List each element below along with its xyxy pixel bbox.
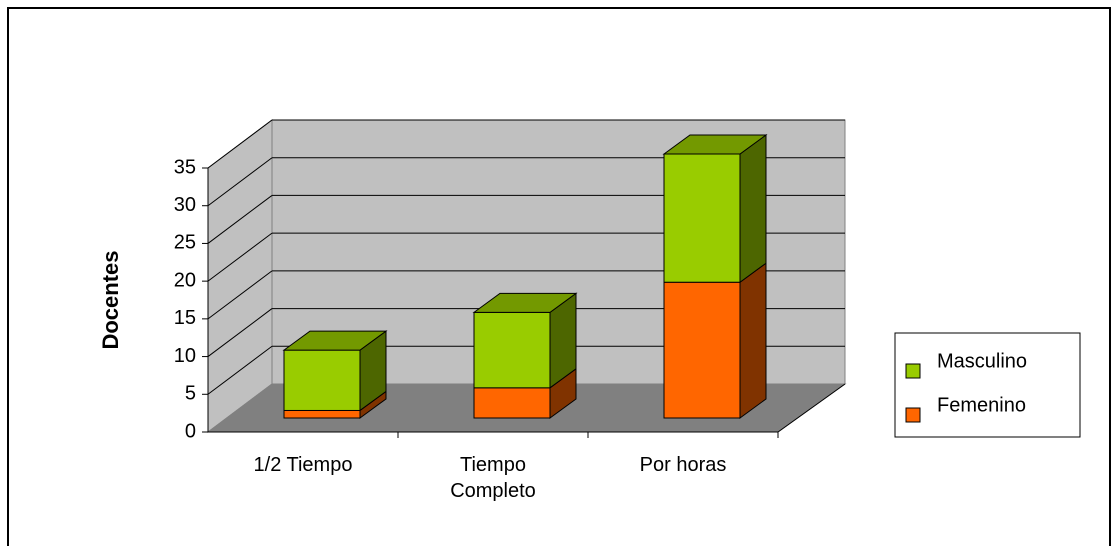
y-tick-label: 5 [185, 383, 196, 405]
bar-side [739, 262, 767, 419]
y-tick-label: 10 [174, 345, 196, 367]
y-tick-label: 20 [174, 269, 196, 291]
floor-edge [777, 383, 846, 433]
x-tick-label: Tiempo Completo [450, 454, 536, 502]
x-tick-label: 1/2 Tiempo [253, 454, 353, 476]
grid-line [207, 232, 273, 282]
bar-front [473, 387, 551, 419]
grid-line [207, 119, 273, 169]
legend-swatch [905, 407, 921, 423]
y-tick-label: 35 [174, 156, 196, 178]
x-tick-label: Por horas [639, 454, 727, 476]
bar-front [283, 349, 361, 411]
y-tick-label: 25 [174, 232, 196, 254]
grid-line [207, 157, 273, 207]
y-axis-label: Docentes [98, 250, 123, 349]
grid-line [207, 345, 273, 395]
y-tick-label: 0 [185, 420, 196, 442]
bar-front [473, 311, 551, 389]
side-wall [207, 119, 273, 433]
grid-line [207, 270, 273, 320]
grid-line [207, 308, 273, 357]
bar-front [663, 153, 741, 283]
legend-swatch [905, 363, 921, 379]
y-tick-label: 15 [174, 307, 196, 329]
bar-side [739, 134, 767, 284]
bar-front [283, 409, 361, 419]
legend [894, 332, 1081, 438]
grid-line [207, 195, 273, 244]
bar-front [663, 281, 741, 419]
bar-top [472, 292, 578, 313]
bar-top [662, 134, 768, 155]
legend-label: Masculino [937, 350, 1027, 372]
y-tick-label: 30 [174, 194, 196, 216]
legend-label: Femenino [937, 394, 1026, 416]
bar-top [282, 330, 388, 351]
